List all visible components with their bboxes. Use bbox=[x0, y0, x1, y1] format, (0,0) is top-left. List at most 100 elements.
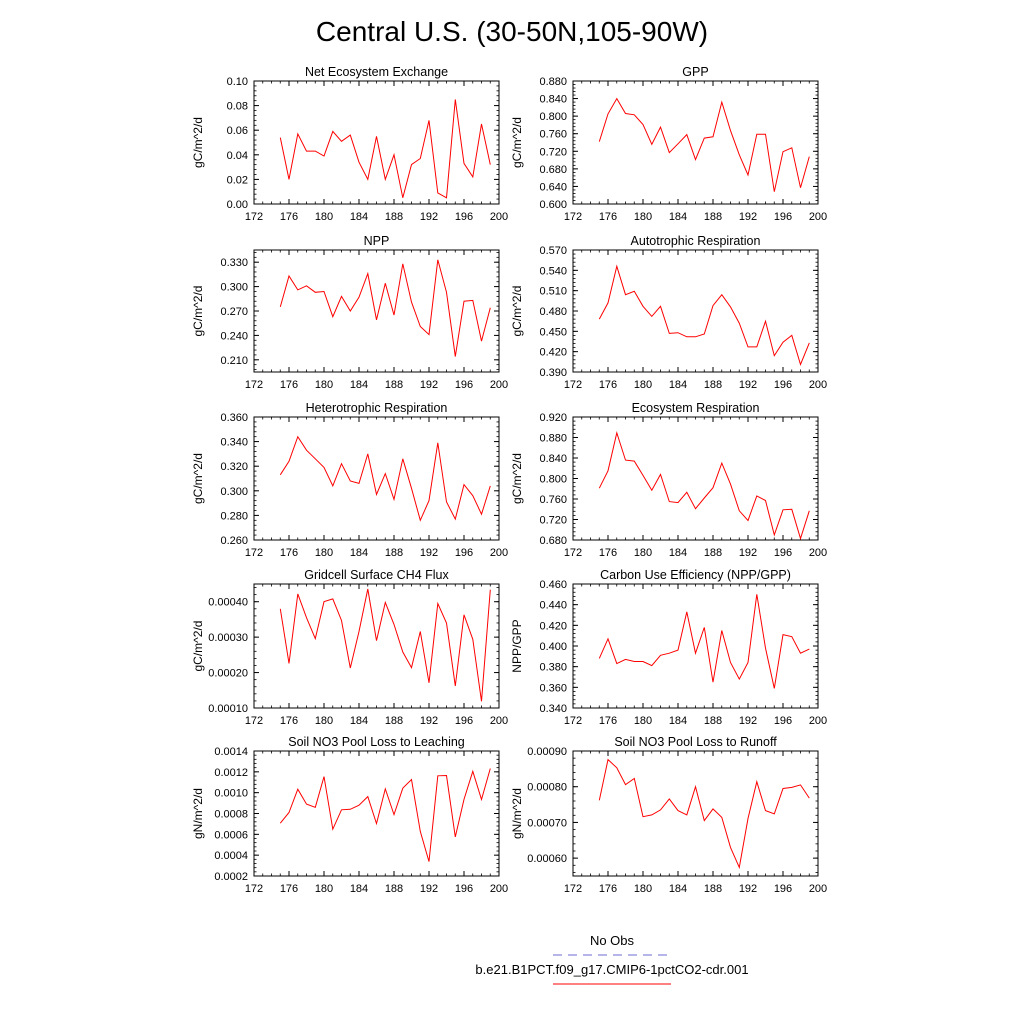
y-tick-label: 0.300 bbox=[220, 486, 248, 498]
y-axis-label: gC/m^2/d bbox=[510, 286, 524, 337]
y-tick-label: 0.00060 bbox=[527, 853, 567, 865]
x-tick-label: 192 bbox=[420, 883, 438, 895]
x-tick-label: 184 bbox=[350, 211, 368, 223]
y-axis-label: gC/m^2/d bbox=[191, 117, 205, 168]
x-tick-label: 196 bbox=[455, 715, 473, 727]
plot-frame bbox=[572, 750, 819, 877]
x-tick-label: 184 bbox=[669, 883, 687, 895]
x-tick-label: 192 bbox=[420, 715, 438, 727]
y-tick-label: 0.360 bbox=[539, 682, 567, 694]
panel-title: Soil NO3 Pool Loss to Runoff bbox=[614, 735, 777, 749]
plot-frame bbox=[253, 80, 500, 205]
panel-title: Ecosystem Respiration bbox=[632, 401, 760, 415]
series-line-heterotrophic-respiration bbox=[279, 435, 491, 522]
y-tick-label: 0.800 bbox=[539, 111, 567, 123]
x-tick-label: 172 bbox=[564, 211, 582, 223]
x-tick-label: 172 bbox=[245, 715, 263, 727]
x-tick-label: 192 bbox=[739, 211, 757, 223]
panel-net-ecosystem-exchange: Net Ecosystem Exchange 172 176 180 184 188 192… bbox=[191, 65, 508, 223]
panel-soil-no3-pool-loss-to-leaching: Soil NO3 Pool Loss to Leaching 172 176 180 1… bbox=[191, 735, 508, 895]
y-tick-label: 0.760 bbox=[539, 129, 567, 141]
y-tick-label: 0.880 bbox=[539, 433, 567, 445]
x-tick-label: 180 bbox=[634, 211, 652, 223]
y-tick-label: 0.880 bbox=[539, 76, 567, 88]
x-tick-label: 180 bbox=[634, 379, 652, 391]
y-tick-label: 0.270 bbox=[220, 306, 248, 318]
y-tick-label: 0.840 bbox=[539, 94, 567, 106]
panels-group: Net Ecosystem Exchange 172 176 180 184 188 192… bbox=[191, 65, 827, 895]
x-tick-label: 180 bbox=[315, 547, 333, 559]
y-tick-label: 0.06 bbox=[227, 125, 248, 137]
panel-title: Net Ecosystem Exchange bbox=[305, 65, 448, 79]
series-line-autotrophic-respiration bbox=[598, 264, 810, 367]
x-tick-label: 172 bbox=[564, 379, 582, 391]
y-tick-label: 0.300 bbox=[220, 282, 248, 294]
panel-soil-no3-pool-loss-to-runoff: Soil NO3 Pool Loss to Runoff 172 176 180 184… bbox=[510, 735, 827, 895]
y-tick-label: 0.04 bbox=[227, 150, 248, 162]
x-tick-label: 180 bbox=[634, 883, 652, 895]
y-tick-label: 0.540 bbox=[539, 265, 567, 277]
x-tick-label: 196 bbox=[455, 883, 473, 895]
x-tick-label: 172 bbox=[245, 547, 263, 559]
y-tick-label: 0.340 bbox=[539, 703, 567, 715]
x-tick-label: 176 bbox=[599, 883, 617, 895]
x-tick-label: 172 bbox=[564, 547, 582, 559]
figure-title: Central U.S. (30-50N,105-90W) bbox=[316, 16, 708, 47]
series-line-gridcell-surface-ch4-flux bbox=[279, 588, 491, 702]
y-tick-label: 0.390 bbox=[539, 367, 567, 379]
x-tick-label: 172 bbox=[564, 715, 582, 727]
x-tick-label: 184 bbox=[669, 547, 687, 559]
y-tick-label: 0.840 bbox=[539, 453, 567, 465]
y-tick-label: 0.08 bbox=[227, 101, 248, 113]
y-tick-label: 0.480 bbox=[539, 306, 567, 318]
x-tick-label: 184 bbox=[669, 715, 687, 727]
panel-gridcell-surface-ch4-flux: Gridcell Surface CH4 Flux 172 176 180 184 188… bbox=[191, 568, 508, 727]
y-tick-label: 0.460 bbox=[539, 579, 567, 591]
y-tick-label: 0.600 bbox=[539, 199, 567, 211]
x-tick-label: 192 bbox=[420, 379, 438, 391]
plot-frame bbox=[572, 249, 819, 373]
x-tick-label: 188 bbox=[704, 379, 722, 391]
x-tick-label: 192 bbox=[739, 379, 757, 391]
series-line-net-ecosystem-exchange bbox=[279, 99, 491, 199]
series-line-soil-no3-pool-loss-to-runoff bbox=[598, 758, 810, 870]
legend: No Obs b.e21.B1PCT.f09_g17.CMIP6-1pctCO2… bbox=[475, 933, 749, 985]
x-tick-label: 176 bbox=[599, 715, 617, 727]
x-tick-label: 188 bbox=[704, 715, 722, 727]
x-tick-label: 200 bbox=[809, 379, 827, 391]
y-tick-label: 0.00090 bbox=[527, 746, 567, 758]
x-tick-label: 188 bbox=[704, 883, 722, 895]
series-line-npp bbox=[279, 259, 491, 357]
x-tick-label: 176 bbox=[280, 211, 298, 223]
y-tick-label: 0.0012 bbox=[214, 767, 248, 779]
legend-label-obs: No Obs bbox=[590, 933, 635, 948]
y-tick-label: 0.720 bbox=[539, 515, 567, 527]
x-tick-label: 196 bbox=[774, 883, 792, 895]
y-tick-label: 0.340 bbox=[220, 437, 248, 449]
y-tick-label: 0.210 bbox=[220, 355, 248, 367]
x-tick-label: 196 bbox=[774, 547, 792, 559]
y-tick-label: 0.00070 bbox=[527, 817, 567, 829]
x-tick-label: 176 bbox=[599, 211, 617, 223]
x-tick-label: 196 bbox=[774, 379, 792, 391]
y-tick-label: 0.800 bbox=[539, 474, 567, 486]
x-tick-label: 200 bbox=[490, 211, 508, 223]
panel-title: Heterotrophic Respiration bbox=[306, 401, 448, 415]
panel-title: GPP bbox=[682, 65, 708, 79]
y-tick-label: 0.260 bbox=[220, 535, 248, 547]
x-tick-label: 172 bbox=[245, 379, 263, 391]
y-axis-label: gN/m^2/d bbox=[510, 788, 524, 839]
panel-title: Gridcell Surface CH4 Flux bbox=[304, 568, 449, 582]
y-axis-label: gC/m^2/d bbox=[191, 286, 205, 337]
x-tick-label: 184 bbox=[350, 883, 368, 895]
series-line-gpp bbox=[598, 97, 810, 192]
x-tick-label: 176 bbox=[280, 883, 298, 895]
series-line-ecosystem-respiration bbox=[598, 431, 810, 541]
y-tick-label: 0.680 bbox=[539, 535, 567, 547]
y-tick-label: 0.0008 bbox=[214, 809, 248, 821]
x-tick-label: 200 bbox=[490, 547, 508, 559]
x-tick-label: 180 bbox=[634, 547, 652, 559]
x-tick-label: 184 bbox=[669, 379, 687, 391]
series-line-carbon-use-efficiency-npp-gpp bbox=[598, 594, 810, 689]
